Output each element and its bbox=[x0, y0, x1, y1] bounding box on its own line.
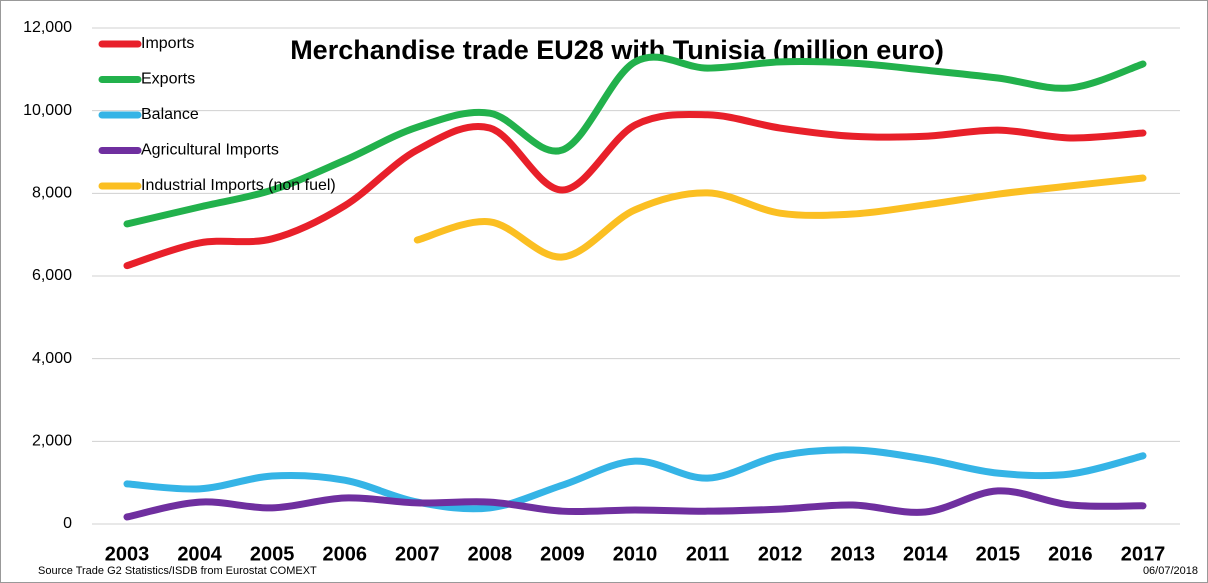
y-tick-label: 6,000 bbox=[32, 267, 72, 284]
x-tick-label: 2003 bbox=[105, 543, 150, 565]
legend-label: Imports bbox=[141, 35, 194, 52]
date-note: 06/07/2018 bbox=[1143, 565, 1198, 577]
x-tick-label: 2010 bbox=[613, 543, 658, 565]
series-line bbox=[123, 487, 1147, 521]
x-tick-label: 2017 bbox=[1121, 543, 1166, 565]
series-line bbox=[123, 446, 1147, 513]
x-tick-label: 2011 bbox=[686, 543, 729, 565]
y-tick-label: 12,000 bbox=[23, 19, 72, 36]
legend-label: Agricultural Imports bbox=[141, 142, 279, 159]
x-tick-label: 2007 bbox=[395, 543, 440, 565]
series-line bbox=[413, 174, 1147, 261]
x-tick-label: 2005 bbox=[250, 543, 295, 565]
y-tick-label: 4,000 bbox=[32, 350, 72, 367]
y-tick-label: 10,000 bbox=[23, 102, 72, 119]
x-tick-label: 2006 bbox=[322, 543, 367, 565]
x-tick-label: 2013 bbox=[830, 543, 875, 565]
series-line bbox=[123, 53, 1147, 228]
x-tick-label: 2012 bbox=[758, 543, 803, 565]
legend-label: Balance bbox=[141, 106, 199, 123]
y-tick-label: 8,000 bbox=[32, 185, 72, 202]
x-tick-label: 2008 bbox=[468, 543, 513, 565]
x-tick-label: 2016 bbox=[1048, 543, 1093, 565]
legend-label: Exports bbox=[141, 71, 195, 88]
x-tick-label: 2014 bbox=[903, 543, 948, 565]
x-tick-label: 2015 bbox=[976, 543, 1021, 565]
y-tick-label: 0 bbox=[63, 515, 72, 532]
series-line bbox=[123, 110, 1147, 270]
legend-label: Industrial Imports (non fuel) bbox=[141, 177, 336, 194]
x-tick-label: 2004 bbox=[177, 543, 222, 565]
x-tick-label: 2009 bbox=[540, 543, 585, 565]
y-tick-label: 2,000 bbox=[32, 433, 72, 450]
source-note: Source Trade G2 Statistics/ISDB from Eur… bbox=[38, 565, 317, 577]
